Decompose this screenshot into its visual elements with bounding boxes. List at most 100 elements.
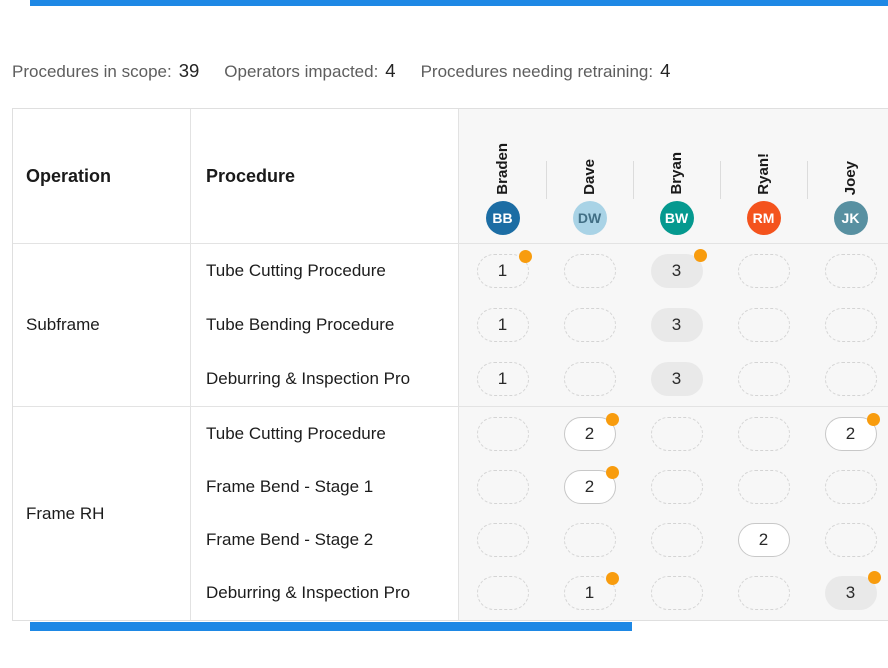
- bottom-accent-bar: [30, 622, 632, 631]
- training-status-pill[interactable]: [824, 469, 877, 504]
- procedure-row: Frame Bend - Stage 1 2: [191, 460, 888, 514]
- operator-avatar[interactable]: BB: [485, 201, 520, 235]
- training-status-pill[interactable]: [650, 523, 703, 558]
- matrix-cell: 2: [807, 407, 888, 460]
- training-status-pill[interactable]: [650, 469, 703, 504]
- avatar-initials: DW: [577, 210, 602, 226]
- retraining-dot: [867, 571, 881, 585]
- training-status-pill[interactable]: 3: [650, 362, 703, 396]
- training-status-pill[interactable]: [737, 469, 790, 504]
- pill-value: 3: [671, 315, 682, 334]
- training-status-pill[interactable]: 1: [476, 250, 532, 288]
- operator-column-header-ryan[interactable]: Ryan! RM: [720, 109, 807, 243]
- pill-value: 1: [497, 315, 508, 334]
- matrix-cell: [807, 352, 888, 406]
- matrix-cell: [633, 460, 720, 513]
- training-status-pill[interactable]: [650, 576, 703, 611]
- pill-value: 1: [584, 583, 595, 603]
- operation-group-subframe: Subframe Tube Cutting Procedure 1 3 Tube Ben…: [13, 243, 888, 406]
- training-status-pill[interactable]: [476, 416, 529, 451]
- training-status-pill[interactable]: 2: [563, 465, 619, 504]
- pill-value: 1: [497, 369, 508, 388]
- pill-value: 2: [584, 423, 595, 443]
- avatar-initials: JK: [841, 210, 860, 226]
- training-status-pill[interactable]: [476, 576, 529, 611]
- training-status-pill[interactable]: [824, 362, 877, 396]
- operator-column-header-joey[interactable]: Joey JK: [807, 109, 888, 243]
- training-status-pill[interactable]: [824, 308, 877, 342]
- training-status-pill[interactable]: 2: [824, 412, 880, 451]
- matrix-cell: 2: [546, 407, 633, 460]
- training-status-pill[interactable]: [563, 254, 616, 288]
- header-column-divider: [807, 161, 808, 199]
- training-status-pill[interactable]: [563, 523, 616, 558]
- training-status-pill[interactable]: [737, 362, 790, 396]
- training-status-pill[interactable]: [650, 416, 703, 451]
- operator-avatar[interactable]: BW: [659, 201, 694, 235]
- training-status-pill[interactable]: 3: [650, 249, 707, 288]
- retraining-dot: [693, 249, 707, 262]
- group-rows: Tube Cutting Procedure 2 2 Frame Bend - Sta…: [191, 407, 888, 620]
- matrix-cell: 3: [633, 352, 720, 406]
- training-status-pill[interactable]: [737, 416, 790, 451]
- stat-operators-impacted: Operators impacted: 4: [224, 60, 395, 82]
- matrix-cells-row: 2: [459, 513, 888, 567]
- avatar-initials: BW: [664, 210, 689, 226]
- header-column-divider: [720, 161, 721, 199]
- training-status-pill[interactable]: 1: [476, 308, 529, 342]
- operator-name: Joey: [841, 160, 859, 195]
- operator-name: Ryan!: [754, 153, 772, 195]
- procedure-label: Tube Cutting Procedure: [191, 407, 459, 461]
- procedure-label: Deburring & Inspection Pro: [191, 566, 459, 620]
- training-status-pill[interactable]: [476, 523, 529, 558]
- operation-column-header: Operation: [13, 109, 191, 243]
- training-status-pill[interactable]: [737, 308, 790, 342]
- operator-avatar[interactable]: RM: [746, 201, 781, 235]
- training-matrix-table: Operation Procedure Braden BB Dave DW Bryan B…: [12, 108, 888, 621]
- matrix-cell: [459, 460, 546, 513]
- matrix-cell: [807, 298, 888, 352]
- pill-value: 3: [671, 261, 682, 280]
- training-status-pill[interactable]: [737, 576, 790, 611]
- matrix-cell: [546, 514, 633, 567]
- operator-column-header-bryan[interactable]: Bryan BW: [633, 109, 720, 243]
- stat-label: Operators impacted:: [224, 62, 379, 81]
- matrix-cell: 3: [807, 567, 888, 620]
- training-status-pill[interactable]: [737, 254, 790, 288]
- procedure-column-header: Procedure: [191, 109, 459, 243]
- operator-column-header-braden[interactable]: Braden BB: [459, 109, 546, 243]
- pill-value: 3: [845, 583, 856, 603]
- training-status-pill[interactable]: [824, 523, 877, 558]
- matrix-cell: [633, 514, 720, 567]
- training-status-pill[interactable]: 2: [737, 523, 790, 558]
- stats-row: Procedures in scope: 39 Operators impact…: [12, 60, 670, 82]
- matrix-cell: [720, 244, 807, 298]
- matrix-cell: [459, 407, 546, 460]
- procedure-row: Tube Cutting Procedure 1 3: [191, 244, 888, 298]
- training-status-pill[interactable]: [563, 308, 616, 342]
- operator-name: Dave: [580, 159, 598, 195]
- training-status-pill[interactable]: [824, 254, 877, 288]
- operator-avatar[interactable]: JK: [833, 201, 868, 235]
- table-body: Subframe Tube Cutting Procedure 1 3 Tube Ben…: [13, 243, 888, 620]
- matrix-cell: [807, 514, 888, 567]
- matrix-cell: [720, 352, 807, 406]
- matrix-cell: 3: [633, 298, 720, 352]
- training-status-pill[interactable]: [476, 469, 529, 504]
- training-status-pill[interactable]: 3: [650, 308, 703, 342]
- training-status-pill[interactable]: 3: [824, 571, 881, 611]
- matrix-cell: [633, 407, 720, 460]
- procedure-label: Deburring & Inspection Pro: [191, 352, 459, 406]
- operator-column-header-dave[interactable]: Dave DW: [546, 109, 633, 243]
- stat-value: 4: [385, 60, 396, 81]
- operator-avatar[interactable]: DW: [572, 201, 607, 235]
- training-status-pill[interactable]: 2: [563, 412, 619, 451]
- training-status-pill[interactable]: [563, 362, 616, 396]
- training-status-pill[interactable]: 1: [563, 572, 619, 611]
- matrix-cell: 3: [633, 244, 720, 298]
- retraining-dot: [605, 412, 619, 426]
- training-status-pill[interactable]: 1: [476, 362, 529, 396]
